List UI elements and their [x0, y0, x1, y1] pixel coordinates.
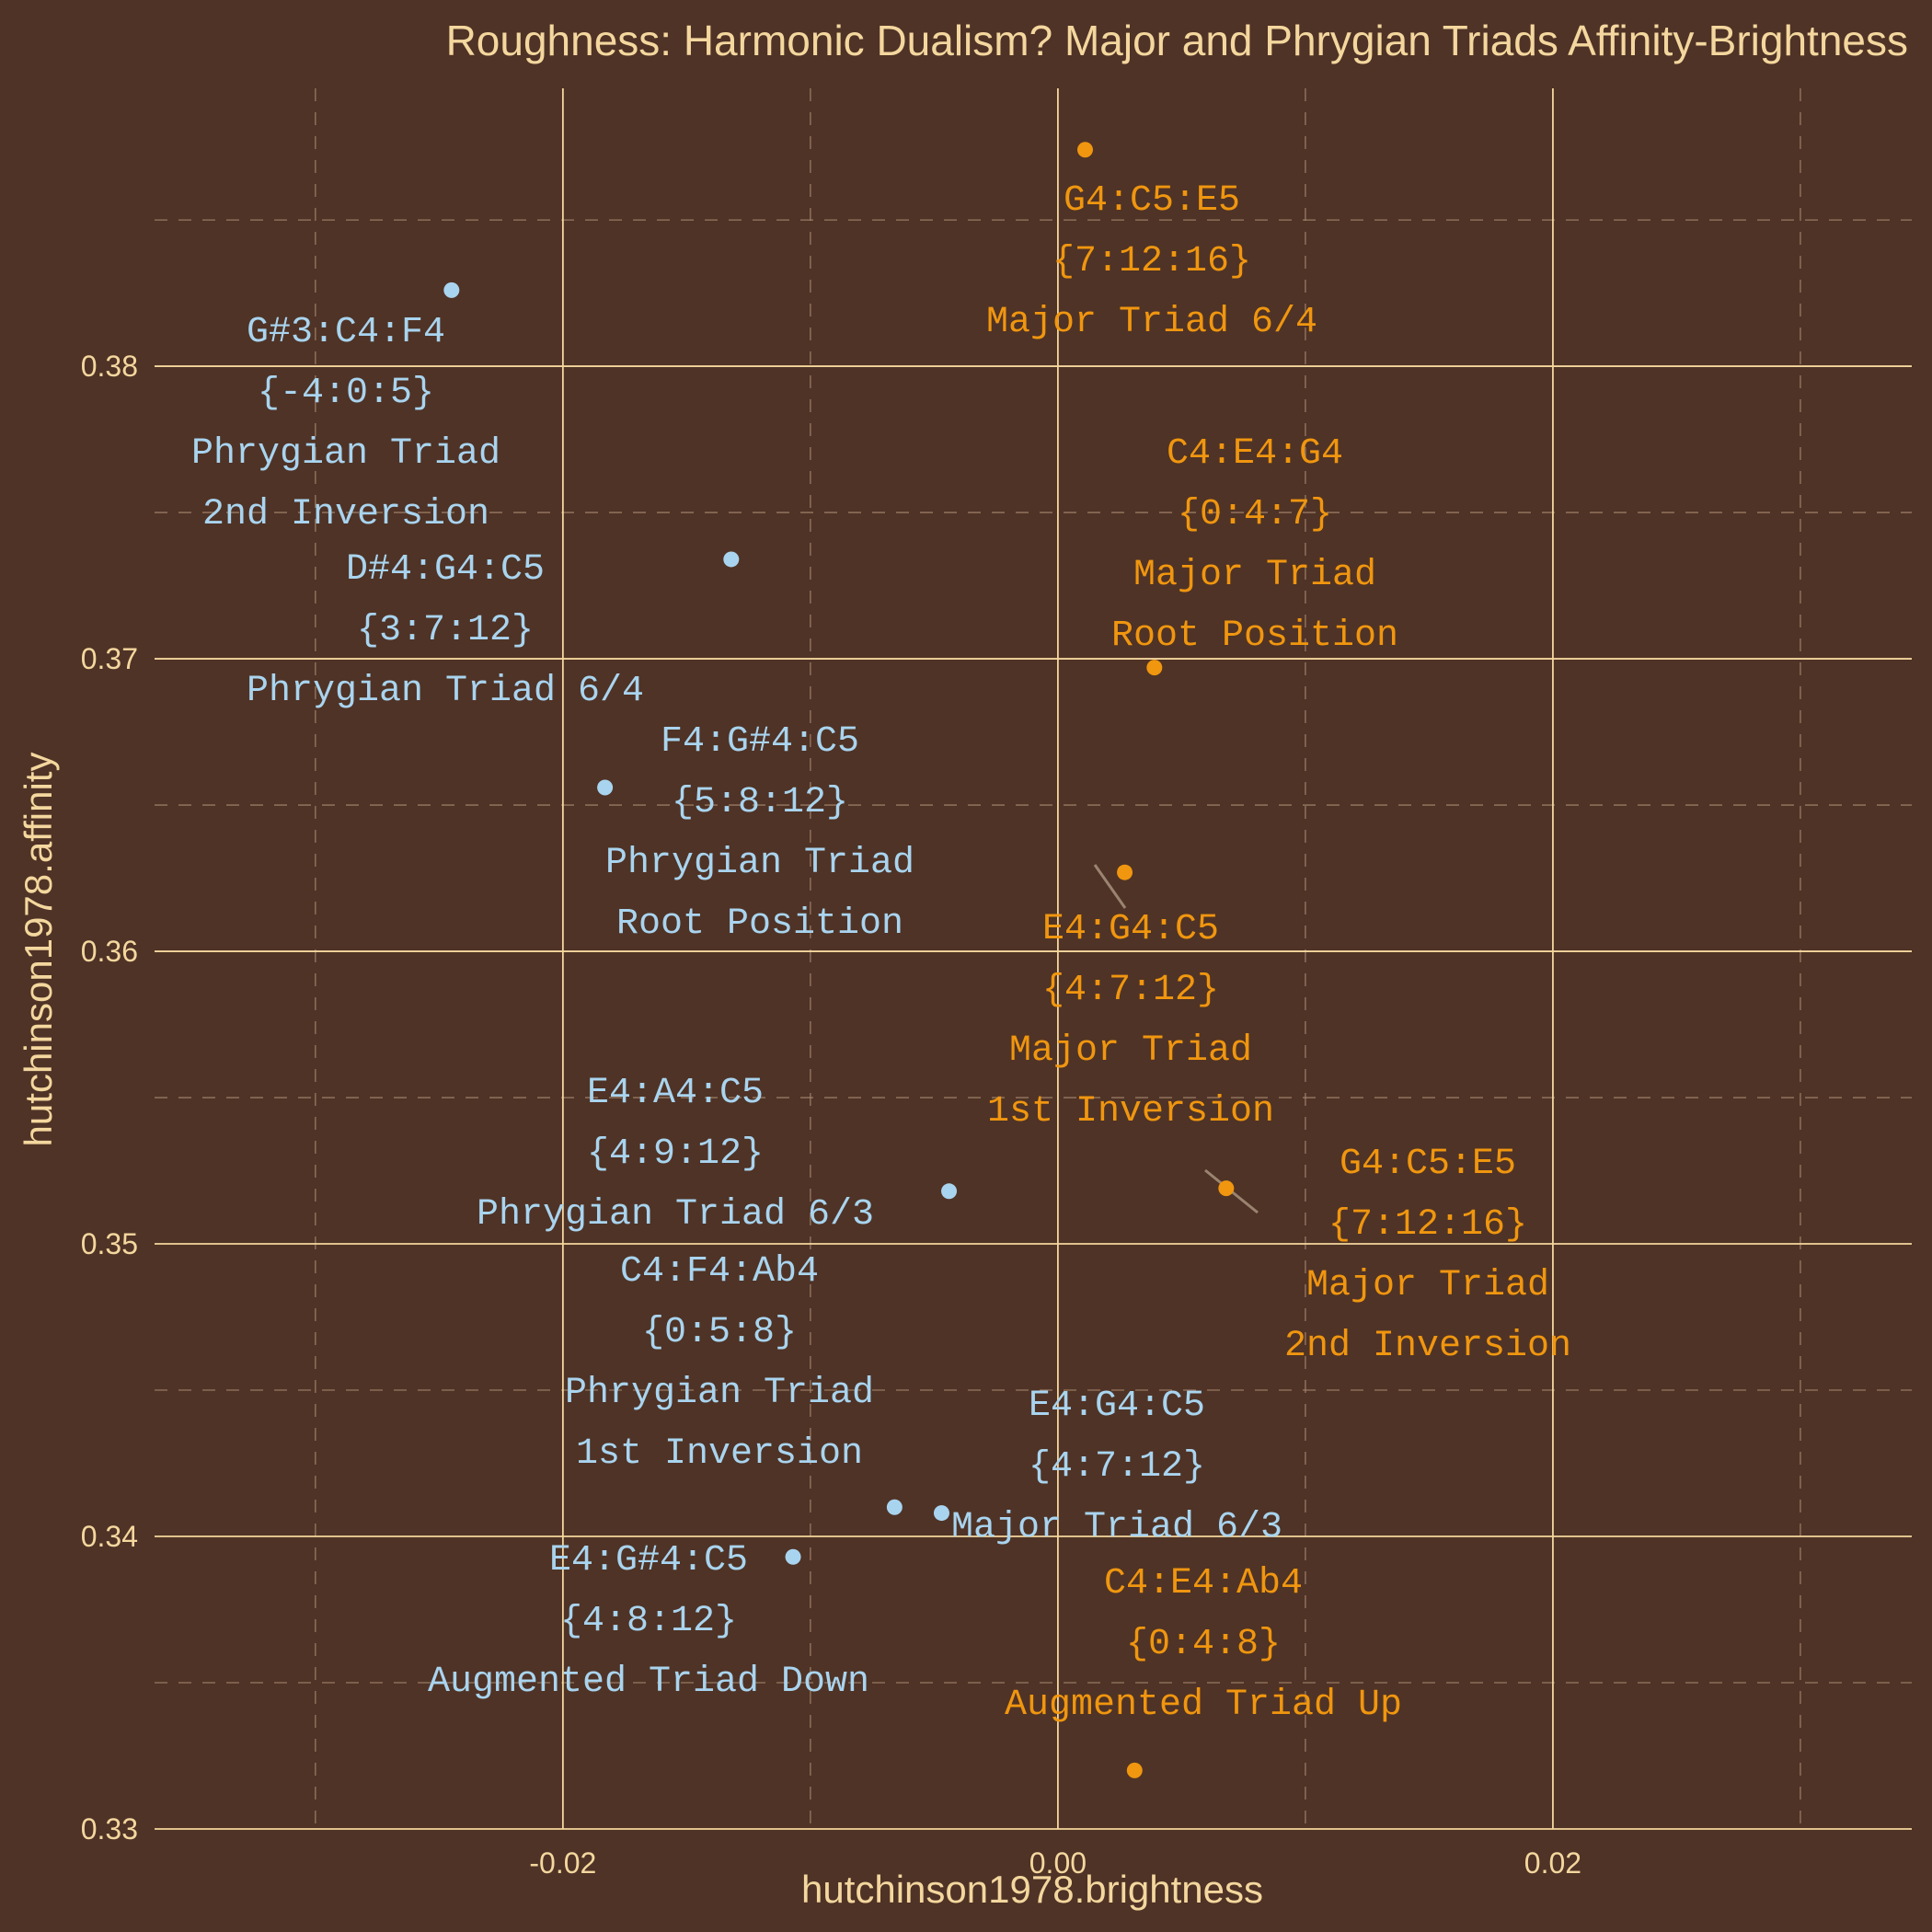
- point-label-line: F4:G#4:C5: [661, 721, 859, 763]
- point-label-line: Major Triad 6/3: [951, 1507, 1282, 1548]
- point-label-line: {4:7:12}: [1029, 1446, 1205, 1488]
- point-label-line: E4:G4:C5: [1029, 1386, 1205, 1427]
- data-point-major: [1117, 864, 1133, 880]
- point-label-line: C4:E4:Ab4: [1104, 1563, 1303, 1604]
- point-label-line: G4:C5:E5: [1064, 180, 1240, 222]
- data-point-phrygian: [933, 1505, 949, 1522]
- data-point-phrygian: [785, 1548, 801, 1565]
- chart-title: Roughness: Harmonic Dualism? Major and P…: [446, 17, 1908, 64]
- data-point-phrygian: [723, 551, 740, 568]
- point-label: C4:E4:G4 {0:4:7} Major Triad Root Position: [1111, 433, 1398, 657]
- data-point-major: [1076, 142, 1093, 158]
- point-label-line: C4:F4:Ab4: [620, 1251, 819, 1293]
- data-point-phrygian: [443, 282, 460, 298]
- point-label-line: Phrygian Triad: [565, 1373, 874, 1414]
- point-label-line: G#3:C4:F4: [247, 312, 445, 353]
- axis-ticks: -0.02 0.00 0.02 0.33 0.34 0.35 0.36 0.37 0.38: [81, 350, 1581, 1880]
- point-label-line: E4:A4:C5: [587, 1073, 764, 1114]
- y-axis-label: hutchinson1978.affinity: [17, 753, 60, 1147]
- point-label: D#4:G4:C5 {3:7:12} Phrygian Triad 6/4: [247, 549, 644, 712]
- point-label: E4:G#4:C5 {4:8:12} Augmented Triad Down: [428, 1540, 869, 1703]
- point-label-line: Root Position: [616, 903, 903, 945]
- point-label: F4:G#4:C5 {5:8:12} Phrygian Triad Root Posi…: [605, 721, 914, 945]
- point-label-line: {7:12:16}: [1052, 241, 1251, 282]
- x-tick-label: 0.00: [1029, 1846, 1087, 1880]
- point-label-line: E4:G4:C5: [1042, 909, 1219, 950]
- point-label-line: {3:7:12}: [357, 610, 534, 651]
- x-tick-label: -0.02: [529, 1846, 596, 1880]
- point-label-line: 1st Inversion: [576, 1433, 863, 1475]
- point-label-line: {4:8:12}: [560, 1601, 737, 1642]
- point-label: G4:C5:E5 {7:12:16} Major Triad 6/4: [986, 180, 1317, 343]
- data-point-major: [1146, 660, 1163, 676]
- point-label-line: Phrygian Triad: [605, 843, 914, 884]
- x-tick-label: 0.02: [1524, 1846, 1581, 1880]
- point-label-line: {5:8:12}: [672, 782, 848, 823]
- point-label: G4:C5:E5 {7:12:16} Major Triad 2nd Inversio…: [1284, 1144, 1571, 1367]
- y-tick-label: 0.37: [81, 642, 138, 675]
- point-label-line: G4:C5:E5: [1340, 1144, 1516, 1185]
- point-label-line: D#4:G4:C5: [346, 549, 545, 591]
- point-label: E4:G4:C5 {4:7:12} Major Triad 1st Inversion: [987, 909, 1274, 1133]
- point-labels: G4:C5:E5 {7:12:16} Major Triad 6/4 C4:E4:G4…: [191, 180, 1571, 1726]
- data-point-phrygian: [886, 1499, 903, 1515]
- y-tick-label: 0.35: [81, 1227, 138, 1260]
- grid-lines: [155, 88, 1912, 1830]
- leader-line: [1093, 864, 1127, 909]
- point-label-line: Augmented Triad Down: [428, 1662, 869, 1703]
- point-label-line: Major Triad: [1009, 1030, 1252, 1072]
- point-label-line: Major Triad 6/4: [986, 302, 1317, 343]
- point-label-line: Phrygian Triad: [191, 433, 500, 475]
- point-label-line: {-4:0:5}: [258, 373, 434, 414]
- point-label-line: Phrygian Triad 6/3: [477, 1194, 874, 1236]
- data-point-major: [1218, 1180, 1235, 1197]
- x-axis-label: hutchinson1978.brightness: [801, 1868, 1263, 1911]
- point-label-line: 1st Inversion: [987, 1091, 1274, 1133]
- point-label-line: Major Triad: [1306, 1265, 1549, 1306]
- point-label-line: Root Position: [1111, 615, 1398, 657]
- data-point-phrygian: [941, 1183, 958, 1200]
- point-label: G#3:C4:F4 {-4:0:5} Phrygian Triad 2nd Inver…: [191, 312, 500, 535]
- y-tick-label: 0.33: [81, 1812, 138, 1846]
- point-label-line: 2nd Inversion: [202, 494, 489, 535]
- point-label-line: E4:G#4:C5: [549, 1540, 748, 1581]
- data-points: [443, 142, 1235, 1778]
- point-label-line: 2nd Inversion: [1284, 1326, 1571, 1367]
- point-label-line: Major Triad: [1133, 555, 1376, 596]
- y-tick-label: 0.34: [81, 1520, 138, 1553]
- data-point-phrygian: [597, 779, 614, 796]
- point-label-line: Phrygian Triad 6/4: [247, 671, 644, 712]
- point-label: C4:E4:Ab4 {0:4:8} Augmented Triad Up: [1005, 1563, 1402, 1726]
- point-label: E4:G4:C5 {4:7:12} Major Triad 6/3: [951, 1386, 1282, 1548]
- point-label-line: Augmented Triad Up: [1005, 1685, 1402, 1726]
- point-label-line: {7:12:16}: [1328, 1204, 1527, 1246]
- point-label-line: {4:9:12}: [587, 1133, 764, 1175]
- point-label-line: C4:E4:G4: [1167, 433, 1343, 475]
- y-tick-label: 0.38: [81, 350, 138, 383]
- point-label-line: {0:5:8}: [642, 1312, 797, 1353]
- point-label: C4:F4:Ab4 {0:5:8} Phrygian Triad 1st Invers…: [565, 1251, 874, 1475]
- point-label-line: {0:4:7}: [1178, 494, 1332, 535]
- point-label: E4:A4:C5 {4:9:12} Phrygian Triad 6/3: [477, 1073, 874, 1236]
- point-label-line: {0:4:8}: [1126, 1624, 1281, 1665]
- data-point-major: [1126, 1762, 1143, 1778]
- y-tick-label: 0.36: [81, 935, 138, 968]
- point-label-line: {4:7:12}: [1042, 970, 1219, 1011]
